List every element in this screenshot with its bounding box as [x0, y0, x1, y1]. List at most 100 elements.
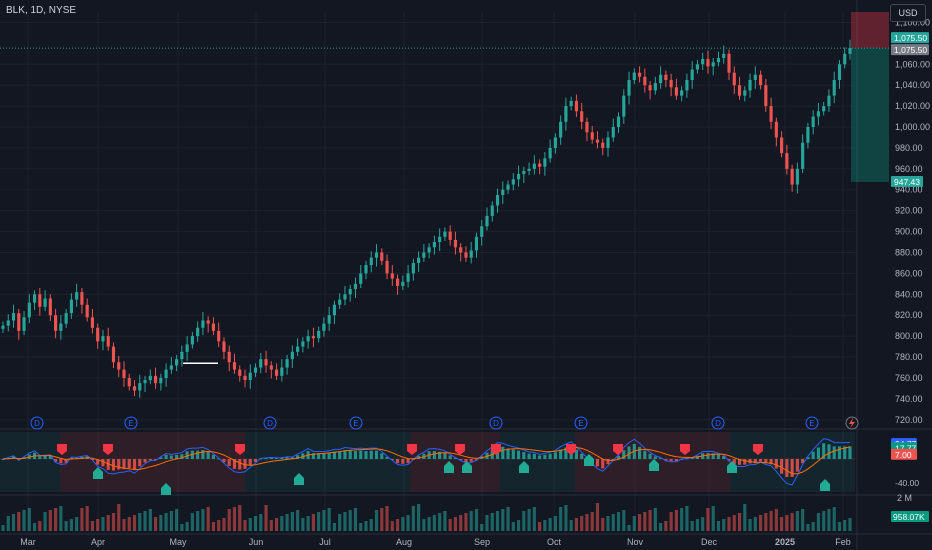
candle-body	[827, 95, 831, 107]
candle-body	[369, 257, 373, 266]
event-marker-e: E	[574, 416, 588, 430]
macd-histogram-bar	[659, 457, 663, 459]
volume-bar	[585, 514, 589, 531]
macd-histogram-bar	[501, 446, 505, 459]
volume-bar	[143, 511, 147, 531]
candle-body	[75, 292, 79, 300]
event-marker-circle	[124, 416, 138, 430]
candle-body	[685, 79, 689, 91]
macd-histogram-bar	[359, 450, 363, 459]
volume-bar	[737, 513, 742, 531]
volume-bar	[801, 509, 805, 531]
candle-body	[406, 273, 410, 282]
candle-body	[159, 377, 163, 384]
macd-histogram-bar	[417, 455, 421, 459]
macd-histogram-bar	[127, 459, 131, 469]
volume-bar	[175, 509, 179, 531]
macd-histogram-bar	[364, 451, 368, 459]
volume-bar	[359, 523, 363, 531]
price-axis-label: 860.00	[895, 268, 923, 278]
candle-body	[822, 106, 826, 112]
volume-value-tag-text: 958.07K	[893, 512, 925, 522]
macd-histogram-bar	[711, 453, 715, 459]
event-marker-letter: E	[578, 419, 583, 428]
candle-body	[138, 383, 142, 391]
macd-value-tag	[891, 448, 917, 460]
sell-signal-marker	[57, 444, 67, 455]
volume-bar	[411, 506, 415, 531]
candle-body	[743, 90, 747, 96]
volume-bar	[495, 511, 500, 531]
volume-bar	[159, 515, 163, 531]
macd-histogram-bar	[406, 459, 410, 464]
candle-body	[795, 168, 799, 185]
macd-histogram-bar	[101, 459, 105, 467]
volume-bar	[417, 504, 421, 531]
event-marker-letter: D	[493, 419, 499, 428]
volume-bar	[648, 510, 652, 531]
macd-histogram-bar	[469, 459, 473, 462]
candle-body	[48, 298, 52, 316]
candle-body	[238, 369, 242, 376]
buy-signal-marker	[444, 461, 454, 473]
time-axis-label: Aug	[396, 537, 412, 547]
volume-bar	[206, 507, 210, 531]
price-axis-label: 760.00	[895, 373, 923, 383]
volume-bar	[453, 517, 458, 531]
macd-histogram-bar	[601, 459, 605, 469]
macd-histogram-bar	[611, 459, 615, 461]
volume-bar	[432, 515, 436, 531]
candle-body	[648, 85, 652, 91]
current-price-tag-2	[891, 44, 929, 56]
candle-body	[595, 139, 600, 143]
candle-body	[459, 247, 463, 253]
candle-body	[674, 87, 678, 96]
macd-histogram-bar	[317, 453, 321, 459]
candle-body	[574, 100, 579, 112]
macd-histogram-bar	[637, 446, 642, 459]
candle-body	[190, 336, 194, 345]
volume-bar	[232, 507, 237, 531]
candle-body	[111, 346, 116, 363]
volume-bar	[716, 521, 721, 531]
current-price-tag	[891, 32, 929, 44]
macd-histogram-bar	[385, 456, 389, 459]
candle-body	[758, 74, 763, 86]
macd-histogram-bar	[232, 459, 237, 469]
macd-histogram-bar	[564, 447, 568, 459]
event-marker-letter: E	[128, 419, 133, 428]
candle-body	[695, 64, 700, 70]
macd-regime-region	[0, 432, 60, 492]
volume-bar	[722, 519, 726, 531]
macd-histogram-bar	[464, 459, 468, 463]
buy-signal-marker	[820, 479, 830, 491]
volume-bar	[196, 511, 200, 531]
time-axis-label: Jun	[249, 537, 264, 547]
volume-bar	[764, 513, 768, 531]
macd-histogram-bar	[538, 455, 542, 459]
candle-body	[253, 367, 258, 373]
volume-bar	[643, 512, 647, 531]
event-marker-letter: D	[34, 419, 40, 428]
volume-bar	[211, 522, 216, 531]
macd-histogram-bar	[848, 446, 852, 459]
event-marker-letter: D	[715, 419, 721, 428]
currency-button[interactable]: USD	[890, 4, 926, 22]
volume-bar	[390, 521, 394, 531]
volume-bar	[32, 523, 37, 531]
price-axis-label: 840.00	[895, 289, 923, 299]
position-target-zone	[851, 48, 889, 182]
volume-bar	[632, 516, 636, 531]
volume-bar	[506, 507, 510, 531]
sell-signal-marker	[491, 444, 501, 455]
buy-signal-marker	[727, 461, 737, 473]
volume-bar	[248, 518, 252, 531]
volume-bar	[727, 517, 731, 531]
candle-body	[590, 132, 594, 140]
candle-body	[401, 281, 405, 286]
macd-histogram-bar	[143, 459, 147, 463]
volume-bar	[695, 519, 700, 531]
price-axis-label: 900.00	[895, 227, 923, 237]
